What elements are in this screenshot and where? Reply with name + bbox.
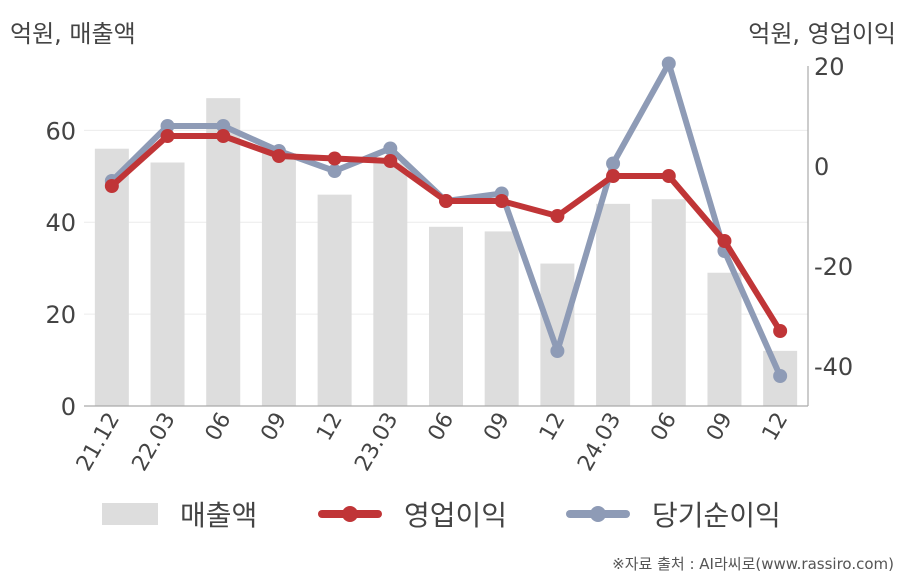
x-tick-label: 06 [646,409,682,446]
left-tick-label: 20 [45,301,76,329]
left-axis-unit-label: 억원, 매출액 [10,20,136,48]
source-credit: ※자료 출처 : AI라씨로(www.rassiro.com) [612,555,894,573]
x-tick-label: 06 [201,409,237,446]
right-tick-label: -40 [814,353,853,381]
series-point [104,179,119,193]
series-point [160,119,175,133]
series-point [661,56,676,71]
series-point [661,169,676,183]
x-tick-label: 06 [424,409,460,446]
series-point [383,154,398,168]
x-tick-label: 24.03 [573,409,626,476]
x-tick-label: 22.03 [128,409,181,476]
right-tick-label: 0 [814,153,829,181]
series-point [550,209,565,223]
legend-label-net-income: 당기순이익 [652,499,781,532]
x-tick-label: 09 [479,409,515,446]
legend-label-revenue: 매출액 [180,499,258,532]
x-tick-label: 09 [702,409,738,446]
series-point [606,169,621,183]
legend-item-revenue: 매출액 [102,492,257,536]
right-tick-label: 20 [814,53,845,81]
legend-swatch-operating-profit [318,503,382,525]
x-tick-label: 12 [758,409,794,446]
series-point [550,344,565,358]
revenue-bar [429,226,463,406]
left-tick-label: 0 [61,393,76,421]
legend-item-net-income: 당기순이익 [566,492,781,536]
revenue-bar [484,231,519,406]
right-axis-unit-label: 억원, 영업이익 [748,20,896,48]
x-tick-label: 09 [256,409,292,446]
legend-label-operating-profit: 영업이익 [404,499,508,532]
revenue-bar [206,98,241,406]
right-tick-label: -20 [814,253,853,281]
revenue-bar [373,162,408,406]
chart-legend: 매출액 영업이익 당기순이익 [0,492,908,536]
revenue-bar [150,162,185,406]
x-tick-label: 21.12 [72,409,125,476]
revenue-bar [651,199,686,406]
series-point [383,141,398,156]
revenue-bars [94,98,798,406]
x-tick-label: 12 [535,409,571,446]
series-point [717,234,732,248]
series-point [494,194,509,208]
revenue-bar [540,263,575,406]
legend-swatch-net-income [566,503,630,525]
legend-swatch-revenue [102,503,158,525]
series-point [773,369,788,383]
legend-item-operating-profit: 영업이익 [318,492,507,536]
series-point [439,194,453,208]
profit-lines [104,56,788,383]
revenue-bar [261,153,296,406]
series-point [327,151,342,166]
x-tick-label: 23.03 [350,409,403,476]
revenue-bar [707,272,742,406]
left-tick-label: 60 [45,117,76,145]
series-point [216,129,231,143]
series-point [606,156,621,171]
series-point [327,164,342,178]
x-tick-label: 12 [312,409,348,446]
series-point [216,119,231,133]
revenue-bar [596,203,631,406]
revenue-bar [317,194,352,406]
series-point [271,149,286,163]
series-point [773,324,788,338]
left-tick-label: 40 [45,209,76,237]
axes [84,66,809,407]
series-point [160,129,175,143]
